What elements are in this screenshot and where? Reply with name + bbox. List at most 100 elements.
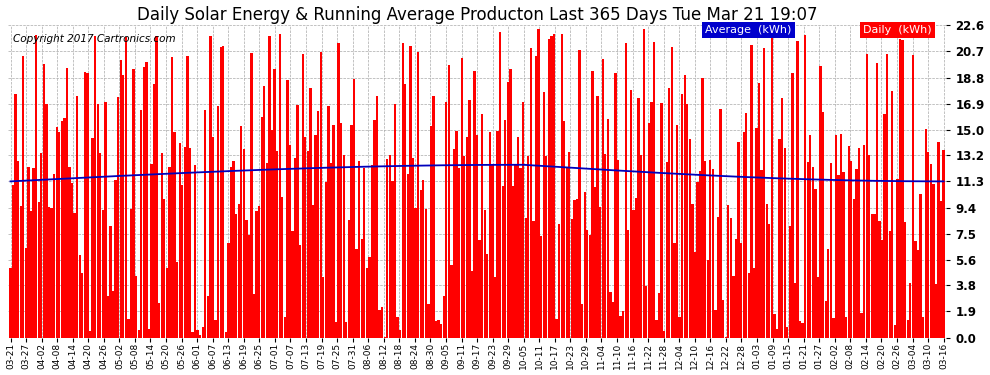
- Bar: [68, 167, 70, 338]
- Bar: [50, 209, 52, 338]
- Bar: [396, 317, 399, 338]
- Bar: [446, 102, 447, 338]
- Bar: [645, 286, 647, 338]
- Bar: [909, 283, 912, 338]
- Bar: [365, 268, 368, 338]
- Bar: [560, 34, 562, 338]
- Bar: [499, 32, 501, 338]
- Bar: [302, 54, 304, 338]
- Bar: [276, 151, 278, 338]
- Bar: [409, 46, 412, 338]
- Bar: [233, 161, 235, 338]
- Bar: [184, 147, 186, 338]
- Bar: [281, 197, 283, 338]
- Bar: [507, 82, 509, 338]
- Bar: [530, 48, 532, 338]
- Bar: [320, 51, 322, 338]
- Bar: [238, 204, 240, 338]
- Bar: [578, 50, 581, 338]
- Bar: [433, 96, 435, 338]
- Bar: [665, 162, 668, 338]
- Bar: [428, 304, 430, 338]
- Bar: [150, 164, 152, 338]
- Bar: [109, 226, 112, 338]
- Bar: [678, 317, 681, 338]
- Bar: [671, 48, 673, 338]
- Bar: [558, 224, 560, 338]
- Bar: [776, 328, 778, 338]
- Bar: [430, 126, 432, 338]
- Bar: [58, 132, 60, 338]
- Bar: [870, 214, 873, 338]
- Bar: [491, 165, 494, 338]
- Bar: [422, 180, 425, 338]
- Bar: [102, 210, 104, 338]
- Bar: [783, 148, 786, 338]
- Bar: [615, 73, 617, 338]
- Bar: [633, 210, 635, 338]
- Bar: [512, 186, 514, 338]
- Bar: [212, 137, 214, 338]
- Bar: [333, 124, 335, 338]
- Bar: [868, 155, 870, 338]
- Bar: [817, 277, 819, 338]
- Bar: [452, 149, 455, 338]
- Bar: [652, 42, 655, 338]
- Bar: [809, 135, 812, 338]
- Bar: [822, 112, 825, 338]
- Bar: [607, 119, 609, 338]
- Bar: [660, 103, 662, 338]
- Bar: [750, 45, 752, 338]
- Bar: [740, 243, 742, 338]
- Bar: [833, 318, 835, 338]
- Bar: [230, 167, 232, 338]
- Bar: [447, 65, 450, 338]
- Bar: [296, 105, 299, 338]
- Bar: [752, 268, 755, 338]
- Bar: [904, 222, 906, 338]
- Bar: [347, 220, 350, 338]
- Bar: [847, 146, 849, 338]
- Bar: [384, 337, 386, 338]
- Bar: [840, 134, 842, 338]
- Bar: [463, 156, 465, 338]
- Bar: [43, 64, 45, 338]
- Bar: [565, 167, 568, 338]
- Bar: [589, 235, 591, 338]
- Bar: [473, 71, 475, 338]
- Bar: [683, 75, 686, 338]
- Bar: [694, 252, 696, 338]
- Bar: [535, 56, 538, 338]
- Bar: [346, 322, 347, 338]
- Text: Daily  (kWh): Daily (kWh): [863, 25, 933, 35]
- Bar: [568, 152, 570, 338]
- Bar: [186, 56, 188, 338]
- Bar: [386, 159, 388, 338]
- Bar: [896, 178, 899, 338]
- Bar: [573, 200, 575, 338]
- Bar: [627, 230, 630, 338]
- Text: Average  (kWh): Average (kWh): [705, 25, 791, 35]
- Bar: [942, 150, 944, 338]
- Bar: [41, 153, 43, 338]
- Bar: [76, 96, 78, 338]
- Bar: [325, 182, 327, 338]
- Bar: [404, 84, 407, 338]
- Bar: [135, 276, 138, 338]
- Bar: [912, 55, 914, 338]
- Bar: [84, 72, 86, 338]
- Bar: [273, 69, 275, 338]
- Bar: [620, 315, 622, 338]
- Bar: [540, 236, 543, 338]
- Bar: [522, 102, 525, 338]
- Bar: [699, 171, 701, 338]
- Bar: [33, 168, 35, 338]
- Bar: [742, 132, 744, 338]
- Bar: [815, 189, 817, 338]
- Bar: [355, 249, 357, 338]
- Bar: [545, 156, 547, 338]
- Bar: [168, 167, 170, 338]
- Bar: [804, 35, 806, 338]
- Bar: [476, 135, 478, 338]
- Bar: [265, 163, 268, 338]
